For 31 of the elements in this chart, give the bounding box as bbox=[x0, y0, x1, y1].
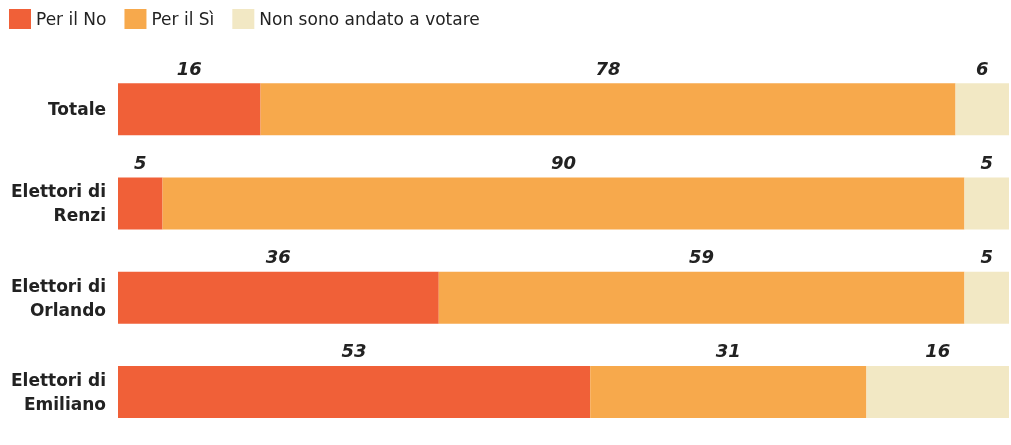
data-label: 5 bbox=[980, 151, 993, 173]
data-label: 90 bbox=[550, 151, 577, 173]
bar bbox=[955, 83, 1009, 136]
y-tick-label: Elettori di Emiliano bbox=[10, 369, 106, 414]
data-label: 36 bbox=[265, 246, 291, 268]
bar bbox=[260, 83, 956, 136]
bar bbox=[118, 83, 261, 136]
bar bbox=[866, 365, 1009, 418]
data-label: 59 bbox=[689, 246, 715, 268]
data-label: 78 bbox=[595, 57, 621, 79]
bar bbox=[438, 271, 965, 324]
data-label: 6 bbox=[976, 57, 989, 79]
bar bbox=[118, 177, 163, 230]
y-tick-label: Elettori di Orlando bbox=[10, 275, 106, 320]
bar bbox=[964, 271, 1009, 324]
data-label: 16 bbox=[925, 340, 951, 362]
legend-label: Per il No bbox=[36, 9, 107, 29]
bar bbox=[590, 365, 867, 418]
bar bbox=[118, 271, 439, 324]
legend-label: Non sono andato a votare bbox=[259, 9, 480, 29]
y-tick-label: Elettori di Renzi bbox=[10, 181, 106, 226]
data-label: 31 bbox=[715, 340, 741, 362]
bar bbox=[118, 365, 591, 418]
data-label: 5 bbox=[134, 151, 147, 173]
data-label: 5 bbox=[980, 246, 993, 268]
y-tick-label: Totale bbox=[48, 99, 106, 120]
data-label: 16 bbox=[176, 57, 202, 79]
bar bbox=[162, 177, 965, 230]
legend-label: Per il Sì bbox=[151, 9, 215, 29]
bar bbox=[964, 177, 1009, 230]
data-label: 53 bbox=[341, 340, 367, 362]
